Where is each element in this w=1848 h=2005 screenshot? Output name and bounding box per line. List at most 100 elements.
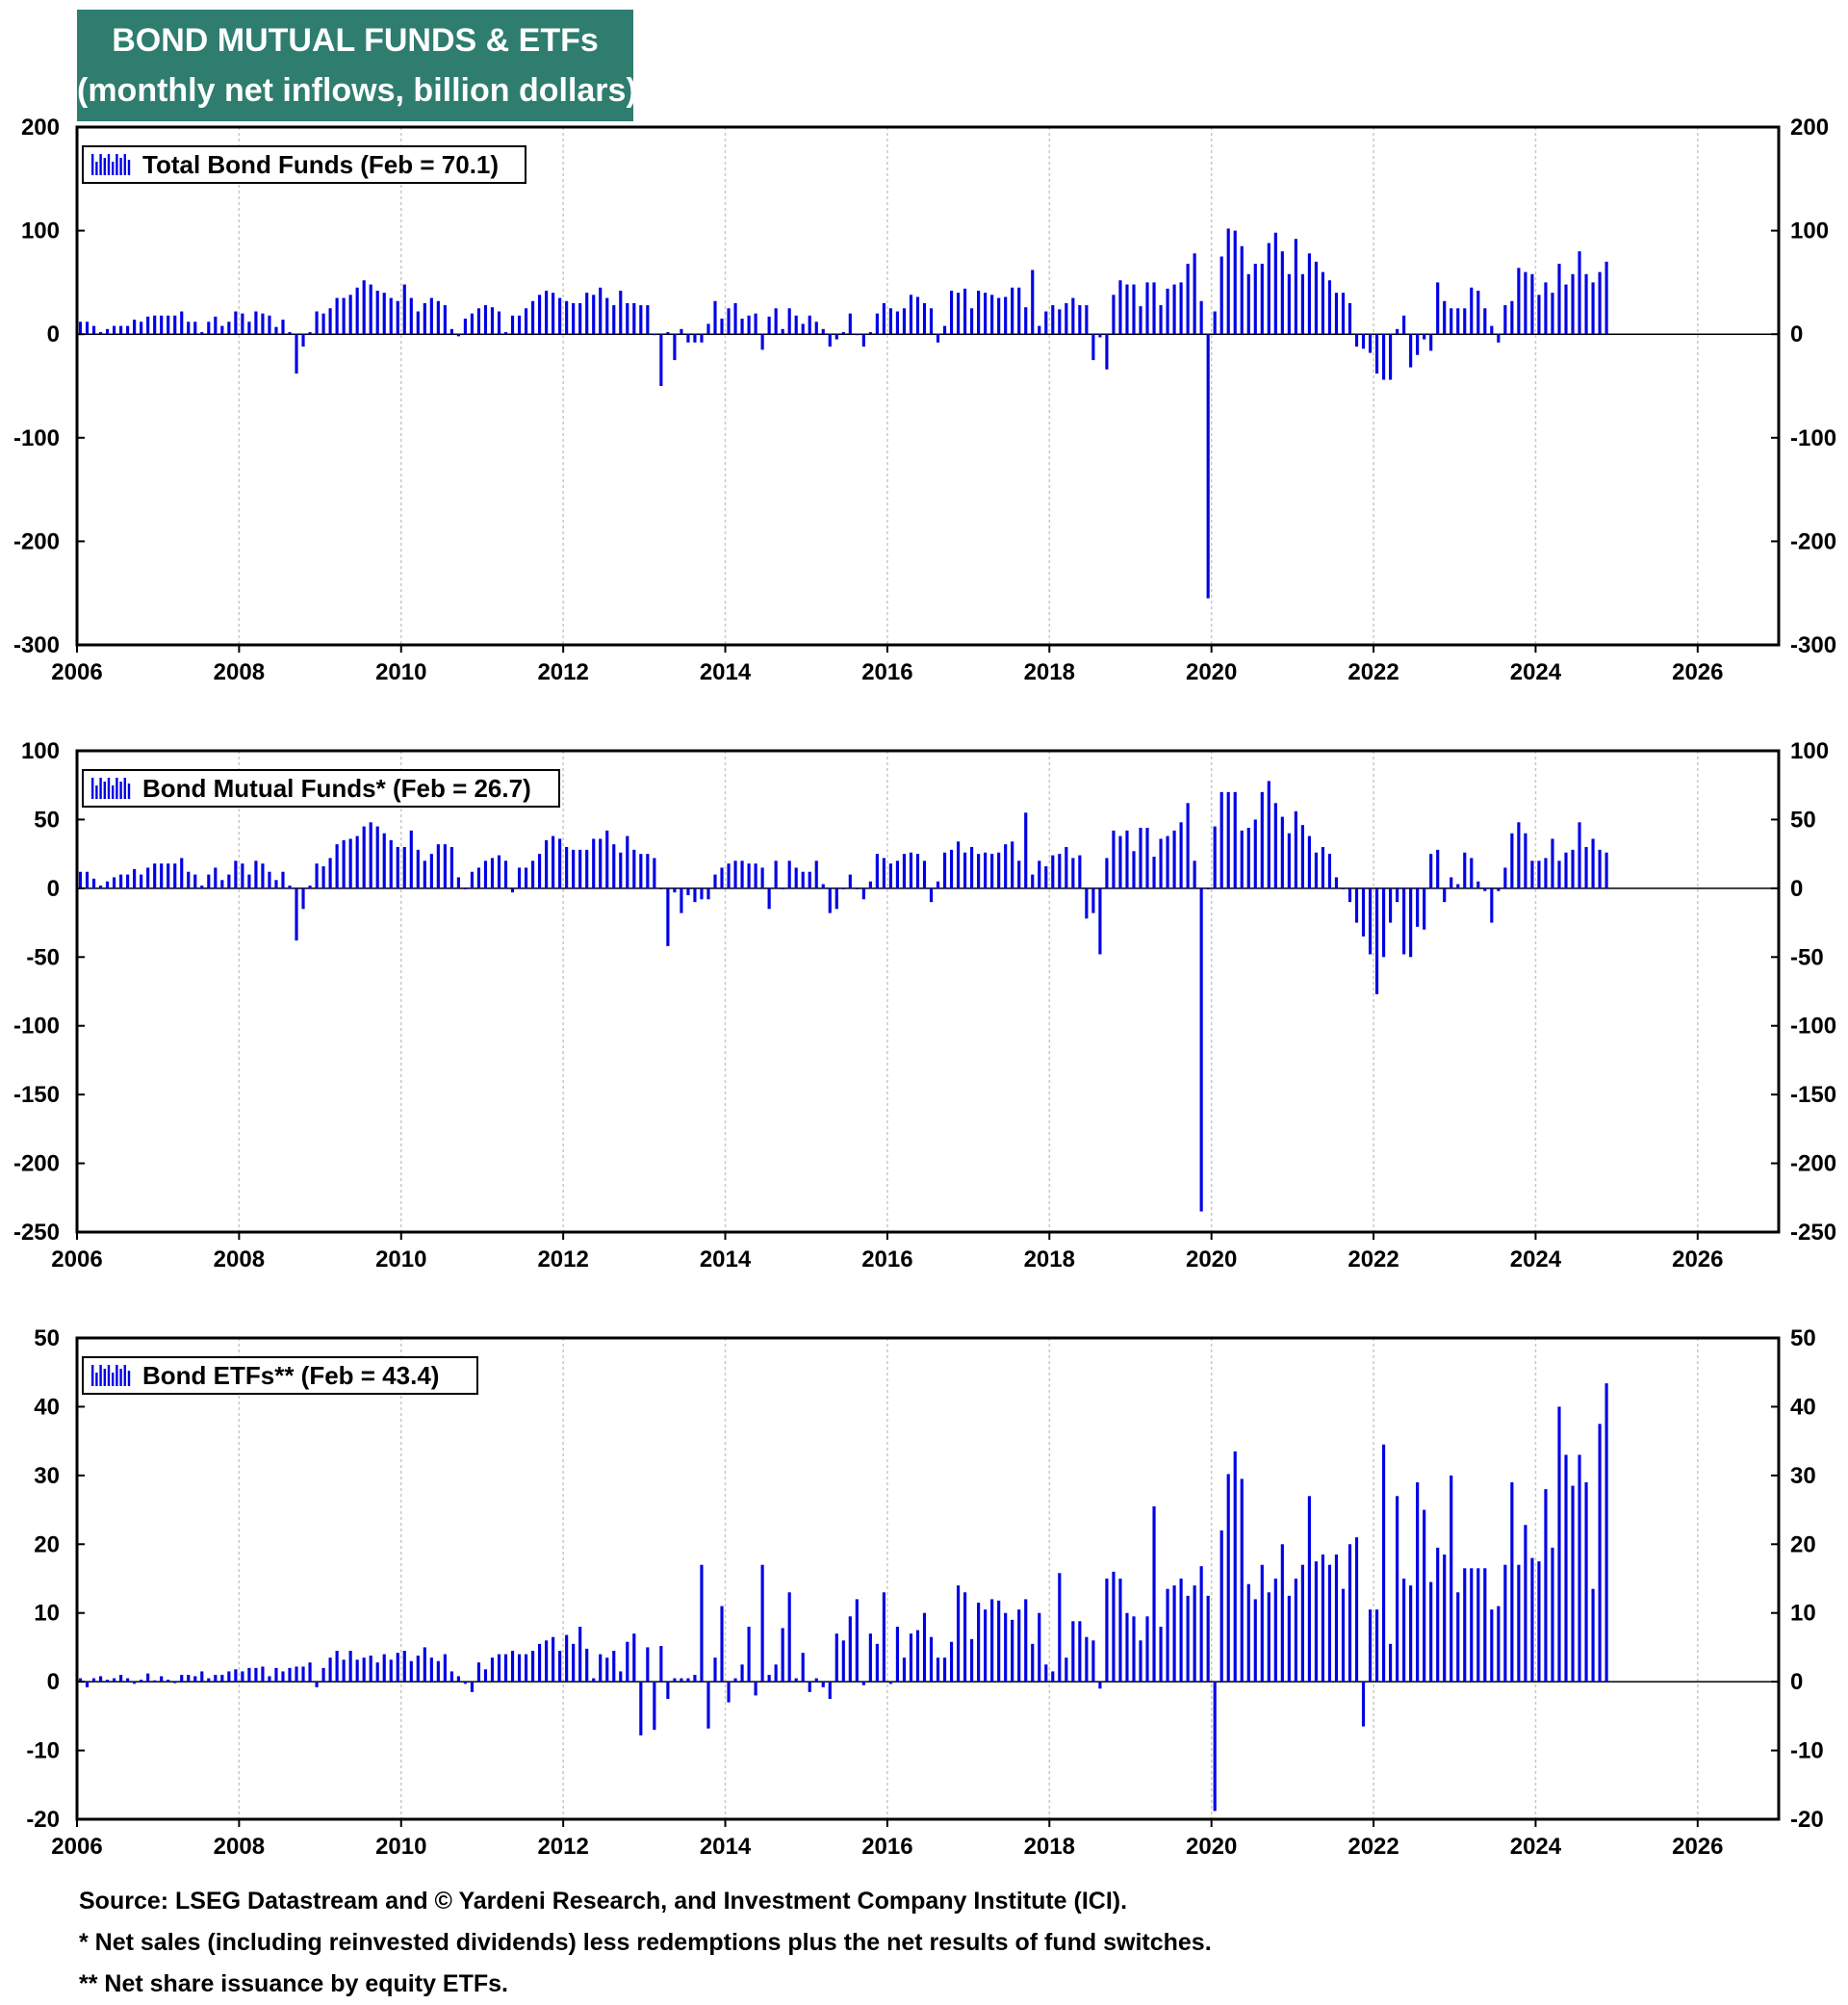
bar [355,287,359,335]
bar [1483,308,1487,335]
x-tick-label: 2010 [375,659,426,685]
bar [369,1656,372,1683]
bar [241,313,244,335]
x-tick-label: 2018 [1024,1834,1075,1860]
plot-frame [75,1336,1781,1821]
bar [1152,282,1156,335]
bar [1551,293,1554,335]
bar [895,861,900,888]
bar [456,877,460,888]
bar [1233,791,1237,888]
bar [1011,841,1014,888]
bar [1497,1606,1501,1683]
bar [1038,1612,1041,1683]
x-tick-label: 2008 [214,1247,265,1272]
bar [180,311,184,335]
bar [834,1633,838,1683]
bar [530,1651,535,1683]
legend-swatch-bar [95,785,98,799]
chart-panel-2: 100 100 50 50 0 0 -50 -50 -100 -100 -150 -150 -200 -2… [13,738,1836,1272]
bar [1584,847,1588,888]
bar [1011,1619,1014,1683]
bar [929,1636,934,1683]
bar [1578,251,1581,335]
bar [1186,803,1190,888]
bar [85,871,90,888]
bar [1368,1609,1373,1683]
bar [1402,315,1406,335]
x-tick-label: 2022 [1348,1834,1399,1860]
bar [814,321,818,335]
legend-swatch-bar [127,784,131,799]
bar [449,847,453,888]
bar [1389,887,1393,923]
footer-notes: Source: LSEG Datastream and © Yardeni Re… [79,1881,1811,2005]
bar [646,1647,650,1683]
bar [612,305,616,335]
bar [1416,1482,1420,1683]
bar [821,1682,825,1687]
bar [942,852,947,888]
bar [1091,887,1095,913]
bar [1497,887,1501,891]
bar [1280,251,1284,335]
bar [693,887,697,903]
bar [517,1654,522,1683]
bar [227,321,231,335]
y-tick-label-right: 0 [1790,1669,1803,1695]
bar [98,1676,103,1683]
bar [599,1654,603,1683]
bar [828,1682,832,1699]
y-tick-label-left: -50 [26,944,60,970]
bar [902,854,907,888]
bar [254,311,258,335]
bar [605,1658,609,1683]
bar [483,305,488,335]
bar [841,887,845,889]
bar [524,1654,528,1683]
y-tick-label-left: -250 [13,1220,60,1246]
bar [1246,828,1250,888]
bar [402,1651,406,1683]
bar [868,1633,872,1683]
chart-title-box: BOND MUTUAL FUNDS & ETFs (monthly net in… [77,10,637,121]
bar [193,321,197,335]
legend-swatch-bar [91,1365,94,1386]
bar [1604,852,1608,888]
bar [470,1682,475,1692]
bar [295,887,298,941]
y-tick-label-right: 0 [1790,876,1803,902]
bar [214,316,218,335]
bar [1024,307,1028,335]
y-tick-label-left: 0 [47,1669,60,1695]
bar [524,308,528,335]
bar [984,1609,988,1683]
bar [1179,822,1183,888]
bar [1490,887,1494,923]
bar [1273,803,1277,888]
bar [1578,1454,1581,1683]
bar [1226,1474,1230,1683]
bar [639,305,643,335]
bar [315,311,319,335]
bar [646,854,650,888]
x-tick-label: 2006 [51,659,102,685]
bar [1004,1612,1008,1683]
bar [632,1633,636,1683]
bar [1011,287,1014,335]
y-tick-label-left: -200 [13,1151,60,1177]
bar [119,1675,123,1683]
bar [599,838,603,888]
bar [470,313,475,335]
bar [1058,1573,1062,1683]
x-tick-label: 2016 [861,659,912,685]
bar [1017,861,1021,888]
bar [180,1675,184,1683]
bar [990,295,994,335]
bar [268,315,271,335]
bar [274,1667,278,1683]
bar [78,321,83,335]
bar [470,871,475,888]
bar [1537,861,1541,888]
bar [619,1671,623,1683]
